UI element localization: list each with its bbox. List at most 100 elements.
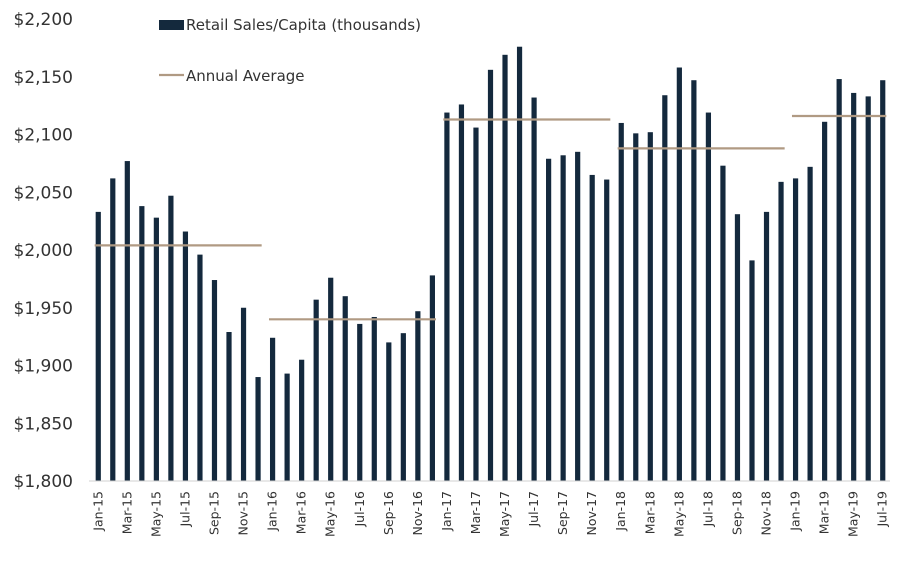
x-tick-label: Mar-16 (294, 491, 309, 534)
x-tick-label: Sep-18 (729, 491, 744, 535)
bar (836, 79, 842, 481)
bar (763, 211, 770, 481)
x-tick-label: Mar-18 (642, 491, 657, 534)
bar (95, 211, 101, 481)
y-tick-label: $2,050 (14, 183, 73, 203)
y-tick-label: $2,000 (14, 241, 73, 261)
x-tick-label: Jan-17 (439, 491, 454, 532)
x-axis-ticks: Jan-15 Mar-15 May-15 Jul-15 Sep-15 Nov-15 Jan-… (90, 491, 889, 537)
bar (575, 151, 581, 481)
y-axis-ticks: $1,800 $1,850 $1,900 $1,950 $2,000 $2,050 $2,1… (14, 10, 73, 492)
bar (400, 333, 406, 481)
legend: Retail Sales/Capita (thousands) Annual A… (159, 16, 421, 85)
y-tick-label: $1,950 (14, 299, 73, 319)
bar (269, 337, 276, 481)
x-tick-label: Sep-15 (206, 491, 221, 535)
bar (546, 158, 552, 481)
bar (124, 161, 130, 481)
bar (473, 127, 479, 481)
x-tick-label: May-16 (323, 491, 338, 537)
bar (415, 311, 421, 481)
bar (444, 112, 450, 482)
x-tick-label: Mar-15 (119, 491, 134, 534)
x-tick-label: May-17 (497, 491, 512, 537)
bar (851, 92, 857, 482)
bar (328, 277, 334, 481)
bar (357, 323, 363, 481)
bar (429, 275, 435, 481)
bar (749, 260, 755, 481)
bar (531, 97, 537, 481)
x-tick-label: Jul-17 (526, 491, 541, 528)
bar (589, 174, 595, 482)
bar (502, 54, 508, 482)
legend-line-label: Annual Average (186, 67, 305, 85)
bar (197, 254, 203, 481)
y-tick-label: $2,200 (14, 10, 73, 30)
y-tick-label: $1,900 (14, 357, 73, 377)
bar (633, 133, 639, 481)
bar (647, 132, 653, 481)
bar (153, 217, 159, 481)
bar (458, 104, 465, 481)
bar (110, 178, 116, 481)
bar (618, 122, 624, 481)
x-tick-label: Nov-16 (410, 491, 425, 536)
x-tick-label: Jul-18 (700, 491, 715, 528)
annual-average-series (94, 114, 887, 321)
bar (720, 165, 726, 481)
bar (240, 307, 247, 481)
bar (299, 359, 305, 481)
bar (778, 181, 784, 482)
legend-bar-swatch (159, 20, 184, 30)
x-tick-label: Jul-19 (875, 491, 890, 528)
bar (182, 231, 189, 481)
x-tick-label: Nov-17 (584, 491, 599, 535)
bar (313, 299, 319, 481)
bar (487, 69, 494, 481)
y-tick-label: $1,850 (14, 414, 73, 434)
bar (226, 332, 232, 481)
bar (211, 280, 218, 481)
bar (604, 179, 610, 482)
bar (734, 214, 741, 481)
y-tick-label: $1,800 (14, 472, 73, 492)
bar (691, 80, 697, 481)
x-tick-label: May-18 (671, 491, 686, 537)
x-tick-label: May-15 (148, 491, 163, 537)
bar (255, 377, 261, 481)
x-tick-label: Sep-16 (381, 491, 396, 535)
x-tick-label: Nov-18 (759, 491, 774, 536)
y-tick-label: $2,150 (14, 68, 73, 88)
x-tick-label: Jan-16 (265, 491, 280, 532)
bar (807, 166, 813, 481)
x-tick-label: Nov-15 (236, 491, 251, 535)
bar (662, 95, 668, 481)
y-tick-label: $2,100 (14, 126, 73, 146)
bar (676, 67, 682, 481)
bar (865, 96, 871, 481)
x-tick-label: Sep-17 (555, 491, 570, 535)
bar (516, 46, 523, 481)
x-tick-label: Jan-15 (90, 491, 105, 532)
bar (284, 373, 290, 481)
x-tick-label: May-19 (846, 491, 861, 537)
bar (880, 80, 886, 481)
bar (168, 195, 174, 481)
bar (822, 121, 828, 482)
bar (139, 206, 145, 482)
bar (705, 112, 712, 482)
bar-series (95, 46, 886, 482)
x-tick-label: Jul-16 (352, 491, 367, 528)
bar (560, 155, 566, 482)
bar (342, 296, 348, 481)
x-tick-label: Jul-15 (177, 491, 192, 528)
bar (371, 316, 377, 481)
x-tick-label: Mar-19 (817, 491, 832, 534)
x-tick-label: Jan-18 (613, 491, 628, 532)
legend-bar-label: Retail Sales/Capita (thousands) (186, 16, 421, 34)
x-tick-label: Mar-17 (468, 491, 483, 534)
bar (792, 178, 799, 481)
x-tick-label: Jan-19 (788, 491, 803, 532)
